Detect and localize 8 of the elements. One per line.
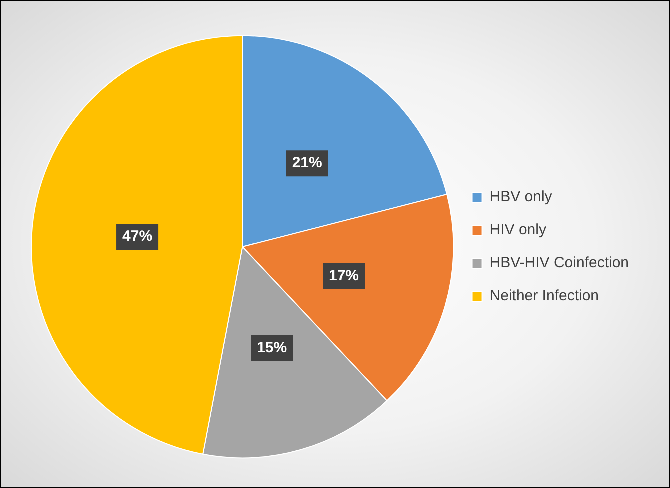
data-label: 47% (122, 228, 153, 246)
data-label: 17% (329, 268, 360, 285)
data-label: 21% (292, 154, 322, 172)
legend-label: HIV only (490, 222, 547, 239)
data-label: 15% (257, 340, 288, 357)
legend-label: HBV only (490, 188, 553, 206)
legend-label: Neither Infection (490, 288, 600, 305)
legend-label: HBV-HIV Coinfection (490, 254, 630, 272)
